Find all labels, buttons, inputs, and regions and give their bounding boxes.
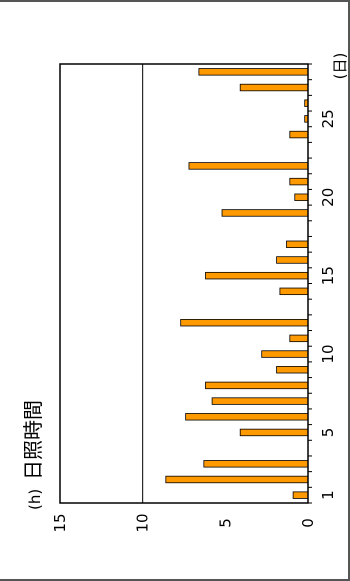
value-axis-unit: (h) xyxy=(26,489,44,510)
bar-day-9 xyxy=(276,366,309,374)
bar-day-19 xyxy=(221,209,309,217)
frame-top-border xyxy=(0,0,350,2)
bar-day-22 xyxy=(188,162,309,170)
bar-day-7 xyxy=(211,397,309,405)
bar-day-3 xyxy=(203,460,309,468)
day-tick-label: 25 xyxy=(319,109,337,128)
bar-day-6 xyxy=(185,413,309,421)
bar-day-5 xyxy=(239,428,309,437)
bar-day-8 xyxy=(205,381,309,390)
bar-day-27 xyxy=(239,83,309,92)
bar-day-11 xyxy=(289,334,309,343)
value-tick-label: 5 xyxy=(216,518,234,528)
bar-day-24 xyxy=(289,130,309,139)
bar-day-15 xyxy=(205,271,309,280)
bar-day-1 xyxy=(292,491,309,499)
day-tick-label: 5 xyxy=(319,428,337,438)
bar-day-21 xyxy=(289,177,309,186)
day-tick-label: 1 xyxy=(319,490,337,500)
chart-title: 日照時間 xyxy=(21,400,45,480)
day-axis-unit: (日) xyxy=(331,53,349,80)
value-tick-label: 15 xyxy=(51,513,69,532)
bar-day-14 xyxy=(279,287,309,296)
plot-area xyxy=(60,64,308,503)
frame-bottom-border xyxy=(0,579,350,581)
bar-day-16 xyxy=(276,256,309,264)
day-axis-ticks xyxy=(308,63,312,504)
day-tick-label: 10 xyxy=(319,345,337,364)
day-tick-label: 15 xyxy=(319,266,337,285)
bar-day-10 xyxy=(261,350,309,358)
value-axis-labels: 0 5 10 15 xyxy=(51,513,317,532)
value-tick-label: 10 xyxy=(134,513,152,532)
bar-day-20 xyxy=(294,193,309,201)
value-tick-label: 0 xyxy=(299,518,317,528)
frame-right-border xyxy=(348,0,350,581)
bar-day-17 xyxy=(286,240,309,248)
day-tick-label: 20 xyxy=(319,188,337,207)
bar-day-2 xyxy=(165,475,309,484)
bar-day-28 xyxy=(198,68,309,76)
bar-day-12 xyxy=(180,319,309,327)
